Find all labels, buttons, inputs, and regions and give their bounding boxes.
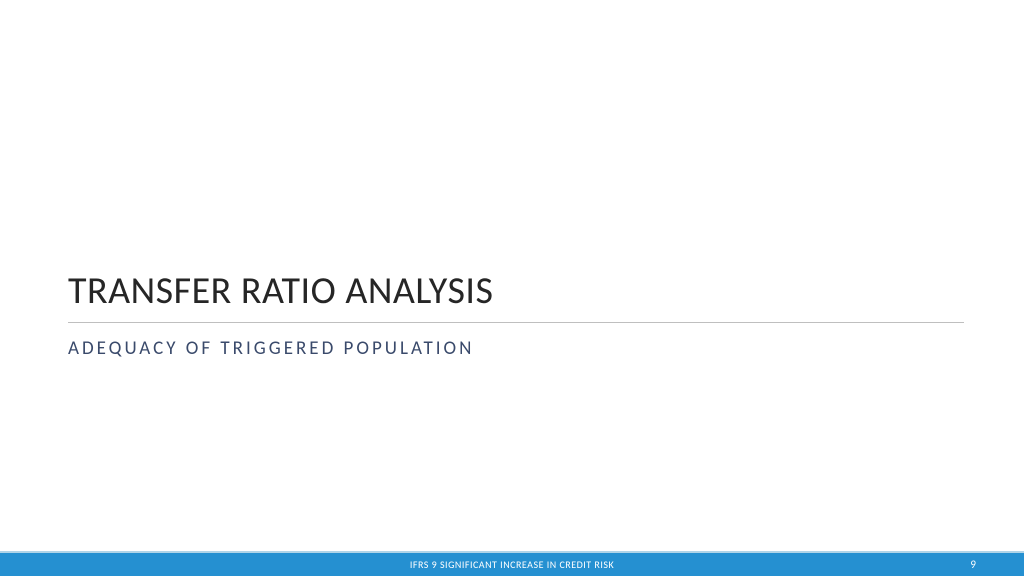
- slide-title: TRANSFER RATIO ANALYSIS: [68, 268, 964, 323]
- footer-text: IFRS 9 SIGNIFICANT INCREASE IN CREDIT RI…: [410, 558, 614, 571]
- slide-subtitle: ADEQUACY OF TRIGGERED POPULATION: [68, 337, 964, 360]
- page-number: 9: [970, 558, 976, 571]
- slide-footer: IFRS 9 SIGNIFICANT INCREASE IN CREDIT RI…: [0, 551, 1024, 576]
- slide-content: TRANSFER RATIO ANALYSIS ADEQUACY OF TRIG…: [68, 268, 964, 360]
